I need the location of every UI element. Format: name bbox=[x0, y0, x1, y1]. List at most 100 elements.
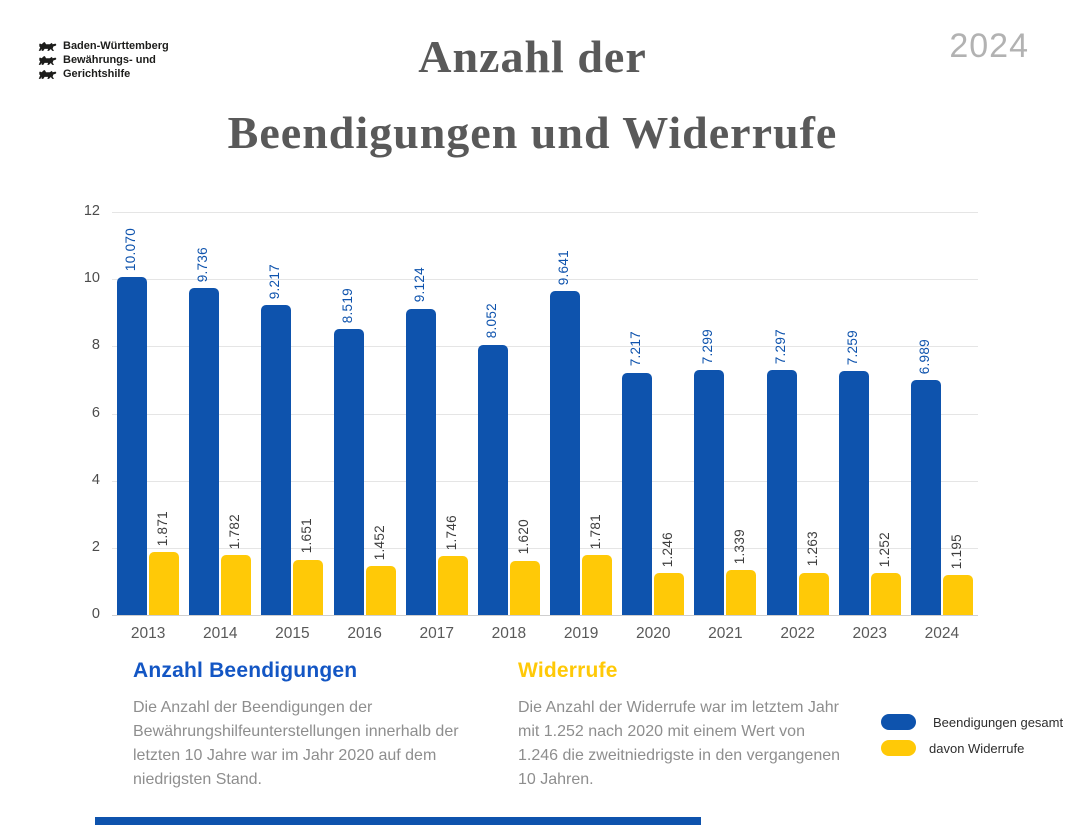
bar-widerrufe bbox=[870, 572, 901, 615]
gridline bbox=[112, 480, 978, 482]
legend-swatch bbox=[881, 714, 916, 730]
x-tick-label: 2013 bbox=[130, 625, 166, 642]
logo-row: Gerichtshilfe bbox=[38, 67, 169, 81]
legend-swatch bbox=[881, 740, 916, 756]
bar-value-label: 7.259 bbox=[844, 329, 860, 366]
logo-row: Baden-Württemberg bbox=[38, 39, 169, 53]
bar-value-label: 1.782 bbox=[227, 513, 243, 550]
legend-label: Beendigungen gesamt bbox=[933, 714, 1064, 730]
bar-widerrufe bbox=[365, 566, 396, 615]
bar-value-label: 1.246 bbox=[660, 531, 676, 568]
y-tick-label: 8 bbox=[91, 337, 100, 354]
section-beendigungen-heading: Anzahl Beendigungen bbox=[133, 659, 358, 682]
bar-value-label: 1.339 bbox=[732, 528, 748, 565]
footer-accent-bar bbox=[95, 817, 701, 825]
gridline bbox=[112, 547, 978, 549]
x-tick-label: 2016 bbox=[347, 625, 382, 642]
bar-value-label: 7.299 bbox=[700, 328, 716, 364]
page-title: Anzahl der Beendigungen und Widerrufe bbox=[0, 30, 1065, 159]
logo-text-line: Bewährungs- und bbox=[63, 54, 156, 66]
x-tick-label: 2024 bbox=[924, 625, 960, 642]
page-title-line1: Anzahl der bbox=[418, 31, 647, 82]
section-widerrufe-heading: Widerrufe bbox=[518, 659, 618, 682]
x-tick-label: 2023 bbox=[852, 625, 887, 642]
bar-beendigungen bbox=[117, 276, 148, 615]
logo-text-line: Baden-Württemberg bbox=[63, 40, 169, 52]
bar-widerrufe bbox=[654, 573, 685, 615]
bar-beendigungen bbox=[694, 369, 725, 615]
x-tick-label: 2021 bbox=[708, 625, 743, 642]
bar-beendigungen bbox=[910, 380, 941, 615]
section-widerrufe: Widerrufe Die Anzahl der Widerrufe war i… bbox=[518, 659, 840, 792]
plot-area: 0 2 4 6 8 10 12 10.070 1.871 2013 9.736 1.782 2014 9.… bbox=[84, 203, 978, 642]
bar-beendigungen bbox=[766, 369, 797, 615]
gridline bbox=[112, 279, 978, 281]
bar-value-label: 1.252 bbox=[876, 531, 892, 567]
lion-icon bbox=[38, 41, 57, 51]
bar-beendigungen bbox=[333, 328, 364, 615]
lion-icon bbox=[38, 69, 57, 79]
x-tick-label: 2020 bbox=[635, 625, 671, 642]
x-tick-label: 2022 bbox=[780, 625, 815, 642]
gridline bbox=[112, 615, 978, 616]
bar-value-label: 10.070 bbox=[123, 227, 139, 271]
bar-beendigungen bbox=[622, 372, 653, 615]
bar-value-label: 1.871 bbox=[155, 510, 171, 547]
bar-beendigungen bbox=[838, 371, 869, 615]
x-tick-label: 2015 bbox=[275, 625, 310, 642]
gridline bbox=[112, 413, 978, 415]
bar-beendigungen bbox=[550, 291, 581, 615]
x-tick-label: 2018 bbox=[491, 625, 527, 642]
bar-value-label: 1.452 bbox=[371, 524, 387, 561]
bar-widerrufe bbox=[221, 555, 252, 615]
y-tick-label: 0 bbox=[91, 606, 100, 622]
bar-value-label: 9.217 bbox=[267, 264, 283, 300]
bar-value-label: 8.519 bbox=[339, 287, 355, 323]
bw-logo: Baden-Württemberg Bewährungs- und Gerichts… bbox=[38, 39, 169, 81]
y-tick-label: 10 bbox=[83, 270, 100, 287]
y-tick-label: 2 bbox=[91, 538, 100, 555]
bar-widerrufe bbox=[798, 572, 829, 615]
section-beendigungen: Anzahl Beendigungen Die Anzahl der Beend… bbox=[133, 659, 478, 792]
bar-widerrufe bbox=[509, 560, 540, 615]
bar-value-label: 9.641 bbox=[556, 249, 572, 286]
bar-widerrufe bbox=[149, 552, 180, 615]
logo-text-line: Gerichtshilfe bbox=[63, 68, 131, 80]
lion-icon bbox=[38, 55, 57, 65]
bar-beendigungen bbox=[261, 305, 292, 615]
legend-label: davon Widerrufe bbox=[929, 740, 1025, 756]
bar-value-label: 1.651 bbox=[299, 518, 315, 554]
page-title-line2: Beendigungen und Widerrufe bbox=[227, 107, 838, 158]
y-tick-label: 12 bbox=[83, 203, 100, 219]
bar-beendigungen bbox=[189, 288, 220, 615]
bar-value-label: 8.052 bbox=[483, 303, 499, 339]
bar-widerrufe bbox=[437, 556, 468, 615]
gridline bbox=[112, 346, 978, 348]
year-badge: 2024 bbox=[949, 27, 1029, 65]
gridline bbox=[112, 212, 978, 213]
x-tick-label: 2019 bbox=[563, 625, 599, 642]
bar-widerrufe bbox=[293, 559, 324, 615]
x-tick-label: 2017 bbox=[419, 625, 454, 642]
bar-beendigungen bbox=[405, 308, 436, 615]
bar-value-label: 6.989 bbox=[916, 339, 932, 375]
bar-value-label: 1.781 bbox=[588, 513, 604, 550]
bar-widerrufe bbox=[726, 570, 757, 615]
bar-beendigungen bbox=[477, 344, 508, 615]
bar-value-label: 1.746 bbox=[443, 515, 459, 551]
bar-value-label: 9.736 bbox=[195, 246, 211, 283]
section-widerrufe-body: Die Anzahl der Widerrufe war im letztem … bbox=[518, 699, 841, 788]
section-beendigungen-body: Die Anzahl der Beendigungen der Bewährun… bbox=[133, 699, 459, 788]
bar-value-label: 1.620 bbox=[515, 519, 531, 555]
logo-row: Bewährungs- und bbox=[38, 53, 169, 67]
chart-legend: Beendigungen gesamt davon Widerrufe bbox=[881, 714, 1063, 766]
bar-value-label: 1.195 bbox=[948, 533, 964, 569]
bar-value-label: 1.263 bbox=[804, 531, 820, 567]
bar-value-label: 7.217 bbox=[628, 331, 644, 367]
x-tick-label: 2014 bbox=[202, 625, 238, 642]
bar-widerrufe bbox=[942, 574, 973, 615]
bar-value-label: 7.297 bbox=[772, 328, 788, 364]
y-tick-label: 4 bbox=[91, 471, 100, 488]
bar-value-label: 9.124 bbox=[411, 267, 427, 303]
